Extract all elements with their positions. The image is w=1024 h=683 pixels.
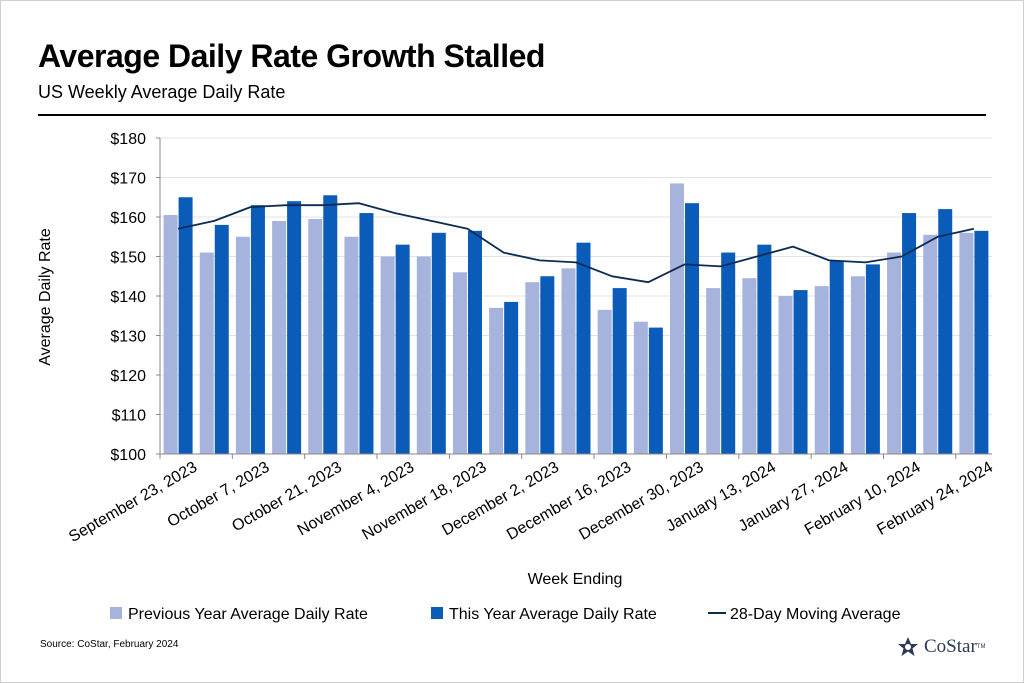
x-tick-label: December 16, 2023 (504, 459, 634, 544)
bar-this-year (974, 230, 989, 454)
bar-previous-year (272, 220, 287, 454)
bar-previous-year (199, 252, 214, 454)
bar-previous-year (416, 256, 431, 454)
bar-previous-year (778, 296, 793, 454)
bar-previous-year (597, 309, 612, 454)
bar-previous-year (235, 236, 250, 454)
bar-previous-year (380, 256, 395, 454)
legend: Previous Year Average Daily Rate This Ye… (110, 606, 901, 623)
moving-average-layer (177, 202, 975, 284)
bar-this-year (467, 230, 482, 454)
bar-this-year (612, 288, 627, 454)
x-tick-label: September 23, 2023 (66, 459, 200, 546)
bar-this-year (359, 213, 374, 454)
bar-this-year (721, 252, 736, 454)
y-tick-label: $100 (110, 447, 146, 464)
y-tick-label: $150 (110, 250, 146, 267)
legend-swatch-this-year (431, 607, 443, 619)
bar-this-year (540, 276, 555, 454)
y-tick-label: $110 (112, 408, 147, 425)
legend-label-this-year: This Year Average Daily Rate (449, 606, 657, 623)
x-axis-title: Week Ending (528, 571, 623, 588)
y-tick-label: $130 (110, 329, 146, 346)
bar-this-year (938, 209, 953, 454)
bar-this-year (287, 201, 302, 454)
costar-wordmark: CoStar (924, 636, 977, 657)
bar-previous-year (633, 321, 648, 454)
bar-previous-year (850, 276, 865, 454)
costar-trademark: TM (976, 644, 986, 650)
x-tick-label: December 2, 2023 (439, 459, 562, 540)
y-tick-label: $160 (110, 210, 146, 227)
bar-previous-year (452, 272, 467, 454)
moving-average-line (177, 202, 975, 284)
bar-previous-year (706, 288, 721, 454)
bar-this-year (178, 197, 193, 454)
bar-previous-year (561, 268, 576, 454)
bar-previous-year (344, 236, 359, 454)
bar-previous-year (670, 183, 685, 455)
x-tick-label: November 4, 2023 (295, 459, 418, 540)
bar-previous-year (308, 218, 323, 454)
bars (163, 183, 989, 455)
bar-this-year (757, 244, 772, 454)
bar-this-year (431, 232, 446, 454)
chart-subtitle: US Weekly Average Daily Rate (38, 82, 286, 102)
y-axis-title: Average Daily Rate (37, 228, 54, 366)
bar-previous-year (887, 252, 902, 454)
source-note: Source: CoStar, February 2024 (40, 639, 179, 650)
bar-this-year (902, 213, 917, 454)
bar-previous-year (525, 282, 540, 454)
bar-this-year (793, 290, 808, 454)
costar-logo: CoStar TM (897, 634, 985, 660)
legend-label-moving-average: 28-Day Moving Average (730, 606, 901, 623)
y-tick-label: $170 (110, 171, 146, 188)
bar-previous-year (814, 286, 829, 454)
bar-this-year (323, 195, 338, 454)
y-tick-label: $140 (110, 289, 146, 306)
bar-this-year (504, 301, 519, 454)
bar-this-year (250, 205, 265, 454)
bar-this-year (214, 224, 229, 454)
bar-this-year (395, 244, 410, 454)
bar-previous-year (923, 234, 938, 454)
bar-this-year (648, 327, 663, 454)
costar-star-icon (898, 637, 918, 656)
bar-previous-year (742, 278, 757, 454)
x-tick-label: December 30, 2023 (576, 459, 706, 544)
bar-this-year (576, 242, 591, 454)
legend-label-previous-year: Previous Year Average Daily Rate (128, 606, 368, 623)
bar-previous-year (163, 215, 178, 454)
y-tick-label: $120 (110, 368, 146, 385)
chart-title: Average Daily Rate Growth Stalled (38, 38, 545, 74)
bar-previous-year (489, 307, 504, 454)
bar-this-year (829, 260, 844, 454)
legend-swatch-previous-year (110, 607, 122, 619)
x-tick-label: November 18, 2023 (359, 459, 489, 544)
y-tick-label: $180 (110, 131, 146, 148)
bar-this-year (685, 203, 700, 454)
title-divider (38, 114, 986, 116)
bar-previous-year (959, 232, 974, 454)
bar-this-year (865, 264, 880, 454)
